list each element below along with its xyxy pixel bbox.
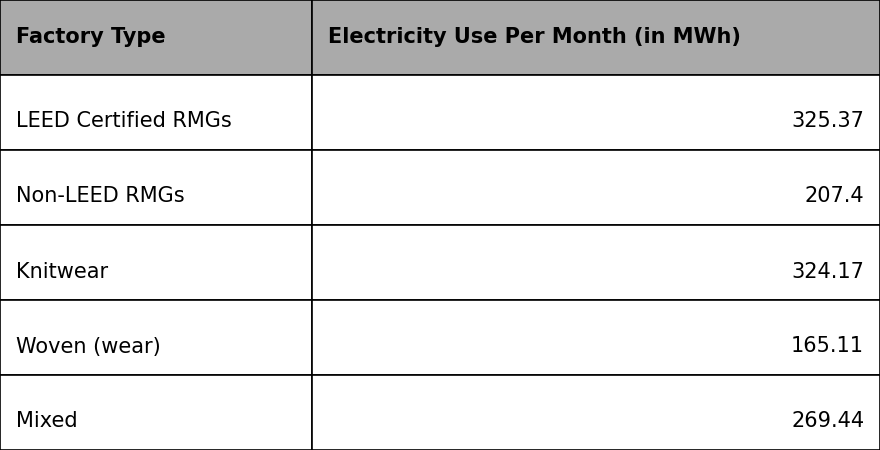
Bar	[312, 225, 880, 300]
Bar	[312, 375, 880, 450]
Text: Factory Type: Factory Type	[16, 27, 165, 48]
Text: Mixed: Mixed	[16, 411, 77, 432]
Bar	[0, 0, 312, 75]
Text: 325.37: 325.37	[791, 112, 864, 131]
Bar	[0, 150, 312, 225]
Bar	[312, 300, 880, 375]
Text: Knitwear: Knitwear	[16, 261, 108, 282]
Bar	[312, 75, 880, 150]
Text: 207.4: 207.4	[804, 186, 864, 207]
Text: 269.44: 269.44	[791, 411, 864, 432]
Text: Electricity Use Per Month (in MWh): Electricity Use Per Month (in MWh)	[328, 27, 741, 48]
Bar	[312, 0, 880, 75]
Text: LEED Certified RMGs: LEED Certified RMGs	[16, 112, 231, 131]
Text: Woven (wear): Woven (wear)	[16, 337, 160, 356]
Bar	[0, 300, 312, 375]
Bar	[0, 75, 312, 150]
Bar	[0, 375, 312, 450]
Bar	[312, 150, 880, 225]
Bar	[0, 225, 312, 300]
Text: Non-LEED RMGs: Non-LEED RMGs	[16, 186, 185, 207]
Text: 324.17: 324.17	[791, 261, 864, 282]
Text: 165.11: 165.11	[791, 337, 864, 356]
